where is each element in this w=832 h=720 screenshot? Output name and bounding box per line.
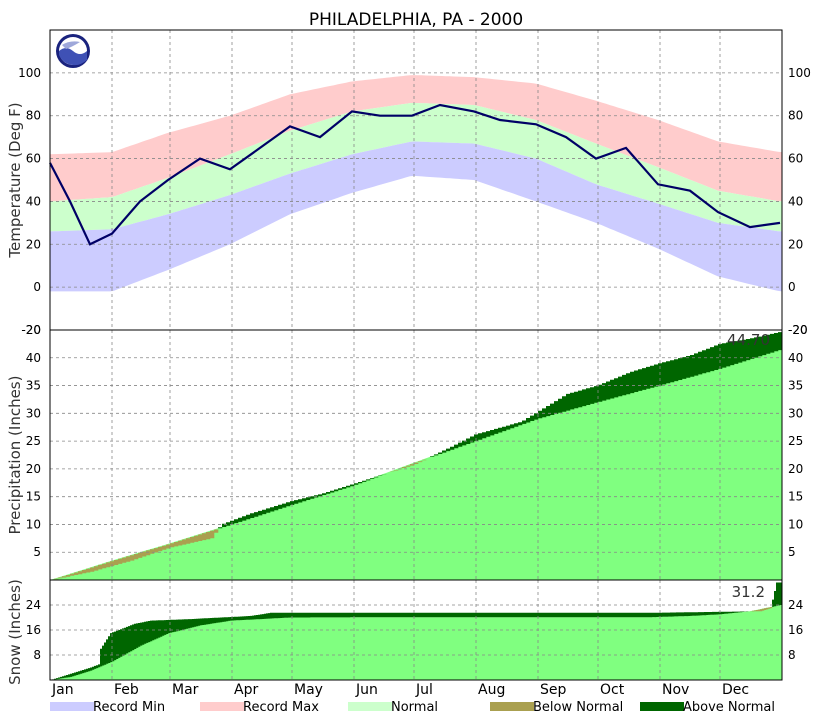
temperature-tick-label-left: 0 (33, 280, 41, 294)
legend-above-normal-swatch (640, 702, 684, 711)
snow-axis-label: Snow (Inches) (6, 579, 24, 685)
legend: Record Min Record Max Normal Below Normal Ab… (50, 700, 775, 715)
record-max-band (50, 75, 782, 202)
actual-temperature-line (49, 103, 781, 246)
month-label: Feb (114, 682, 139, 698)
precipitation-tick-label-left: 35 (26, 379, 41, 393)
precipitation-tick-label-right: 20 (788, 462, 803, 476)
month-label: Nov (662, 682, 689, 698)
precipitation-axis-label: Precipitation (Inches) (6, 376, 24, 535)
precipitation-tick-label-left: 30 (26, 406, 41, 420)
month-label: Oct (600, 682, 625, 698)
snow-tick-label-left: 16 (26, 623, 41, 637)
legend-below-normal-swatch (490, 702, 534, 711)
snow-tick-label-left: 8 (33, 648, 41, 662)
legend-record-max-label: Record Max (243, 700, 319, 715)
snow-total-label: 31.2 (732, 583, 765, 601)
temperature-tick-label-right: 60 (788, 152, 803, 166)
chart-title: PHILADELPHIA, PA - 2000 (309, 10, 523, 30)
panel-frame (49, 579, 783, 681)
precipitation-tick-label-left: 20 (26, 462, 41, 476)
temperature-tick-label-right: -20 (788, 323, 808, 337)
precipitation-tick-label-right: 40 (788, 351, 803, 365)
month-label: Jan (51, 682, 74, 698)
precipitation-tick-label-right: 25 (788, 434, 803, 448)
temperature-tick-label-left: 100 (18, 66, 41, 80)
temperature-tick-label-right: 40 (788, 194, 803, 208)
legend-below-normal-label: Below Normal (533, 700, 623, 715)
legend-normal-label: Normal (391, 700, 438, 715)
temperature-panel: -20 -20 0 0 20 20 40 40 60 60 80 80 100 100 Temperatur… (6, 30, 811, 337)
precipitation-tick-label-left: 10 (26, 517, 41, 531)
precipitation-tick-label-right: 5 (788, 545, 796, 559)
normal-snow-area (50, 605, 782, 680)
month-label: Jul (415, 682, 433, 698)
snow-below-normal (750, 607, 773, 612)
temperature-tick-label-right: 80 (788, 109, 803, 123)
snow-tick-label-right: 24 (788, 598, 803, 612)
precipitation-tick-label-left: 5 (33, 545, 41, 559)
snow-tick-label-left: 24 (26, 598, 41, 612)
temperature-tick-label-right: 0 (788, 280, 796, 294)
month-label: Aug (478, 682, 505, 698)
month-label: Dec (722, 682, 749, 698)
month-axis: Jan Feb Mar Apr May Jun Jul Aug Sep Oct Nov Dec (51, 682, 749, 698)
snow-tick-label-right: 8 (788, 648, 796, 662)
temperature-tick-label-left: 20 (26, 237, 41, 251)
precipitation-tick-label-left: 40 (26, 351, 41, 365)
temperature-tick-label-right: 20 (788, 237, 803, 251)
temperature-tick-label-left: 60 (26, 152, 41, 166)
legend-record-max-swatch (200, 702, 244, 711)
normal-band (50, 102, 782, 232)
month-label: Mar (172, 682, 199, 698)
month-label: May (294, 682, 323, 698)
temperature-tick-label-right: 100 (788, 66, 811, 80)
legend-record-min-swatch (50, 702, 94, 711)
precipitation-tick-label-right: 15 (788, 490, 803, 504)
precipitation-tick-label-left: 25 (26, 434, 41, 448)
normal-precipitation-area (50, 349, 782, 580)
noaa-logo-icon (56, 34, 90, 68)
month-label: Jun (355, 682, 378, 698)
legend-above-normal-label: Above Normal (683, 700, 775, 715)
precipitation-tick-label-right: 30 (788, 406, 803, 420)
precipitation-tick-label-right: 35 (788, 379, 803, 393)
precipitation-total-label: 44.70 (727, 331, 770, 349)
legend-normal-swatch (348, 702, 392, 711)
precipitation-above-normal (218, 332, 783, 529)
temperature-tick-label-left: -20 (21, 323, 41, 337)
precipitation-tick-label-left: 15 (26, 490, 41, 504)
temperature-tick-label-left: -20 (21, 323, 41, 337)
legend-record-min-label: Record Min (93, 700, 165, 715)
precipitation-tick-label-right: 10 (788, 517, 803, 531)
record-min-band (50, 141, 782, 292)
temperature-tick-label-left: 80 (26, 109, 41, 123)
temperature-tick-label-right: -20 (788, 323, 808, 337)
month-label: Apr (234, 682, 258, 698)
temperature-axis-label: Temperature (Deg F) (6, 102, 24, 258)
temperature-tick-label-left: 40 (26, 194, 41, 208)
snow-tick-label-right: 16 (788, 623, 803, 637)
month-label: Sep (540, 682, 567, 698)
